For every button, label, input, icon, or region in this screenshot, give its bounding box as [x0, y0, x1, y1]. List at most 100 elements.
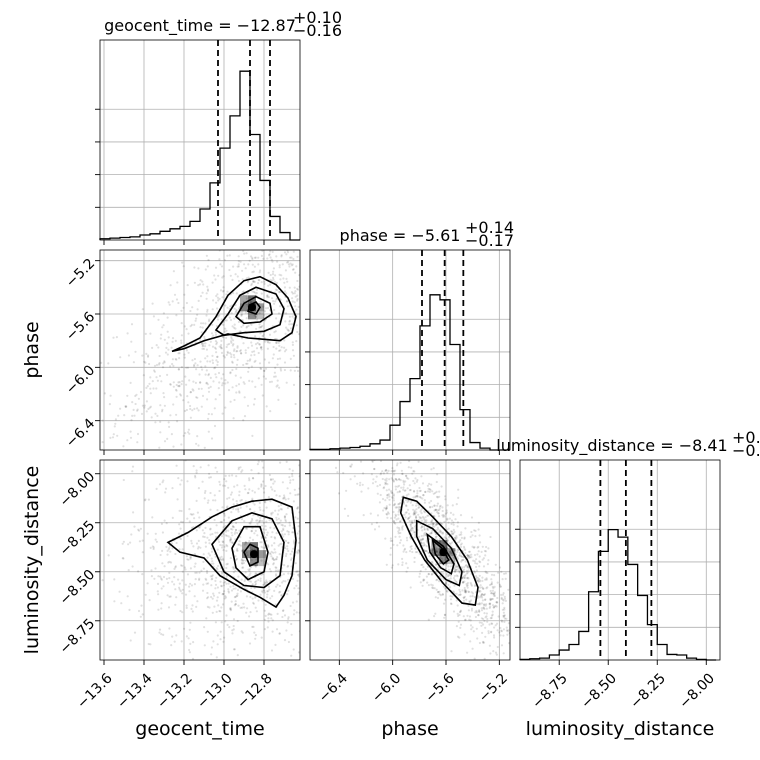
scatter-point: [218, 540, 221, 544]
scatter-point: [254, 564, 257, 567]
scatter-point: [172, 364, 175, 367]
scatter-point: [402, 488, 405, 491]
scatter-point: [441, 593, 444, 596]
scatter-point: [237, 265, 240, 268]
scatter-point: [262, 589, 265, 592]
scatter-point: [382, 487, 385, 490]
scatter-point: [492, 606, 495, 609]
scatter-point: [411, 529, 414, 532]
scatter-point: [392, 473, 396, 476]
scatter-point: [433, 525, 436, 528]
scatter-point: [294, 493, 297, 497]
scatter-point: [163, 404, 166, 407]
scatter-point: [398, 505, 401, 509]
scatter-point: [231, 278, 234, 281]
scatter-point: [218, 609, 221, 613]
scatter-point: [242, 290, 245, 293]
scatter-point: [204, 373, 207, 376]
scatter-point: [218, 489, 221, 493]
scatter-point: [265, 520, 268, 523]
scatter-point: [211, 308, 214, 311]
scatter-point: [381, 470, 384, 473]
scatter-point: [233, 326, 236, 329]
scatter-point: [394, 488, 397, 491]
scatter-point: [485, 571, 488, 574]
scatter-point: [430, 532, 433, 535]
scatter-point: [219, 610, 222, 613]
scatter-point: [189, 582, 192, 585]
scatter-point: [403, 489, 406, 492]
scatter-point: [128, 608, 131, 612]
scatter-point: [287, 578, 290, 581]
scatter-point: [213, 424, 217, 428]
scatter-point: [230, 340, 233, 343]
scatter-point: [271, 557, 274, 561]
scatter-point: [237, 260, 240, 263]
scatter-point: [287, 616, 290, 619]
scatter-point: [464, 590, 467, 593]
scatter-point: [215, 610, 218, 614]
scatter-point: [502, 614, 505, 617]
scatter-point: [277, 341, 280, 344]
scatter-point: [409, 545, 412, 549]
scatter-point: [270, 380, 273, 383]
scatter-point: [152, 387, 155, 390]
scatter-point: [372, 478, 375, 481]
histogram-geocent_time: [99, 70, 300, 241]
scatter-point: [154, 412, 157, 415]
scatter-point: [284, 269, 287, 272]
scatter-point: [454, 568, 457, 571]
scatter-point: [500, 570, 503, 574]
scatter-point: [477, 521, 480, 524]
scatter-point: [380, 472, 383, 475]
scatter-point: [246, 281, 249, 284]
scatter-point: [141, 573, 144, 576]
scatter-point: [251, 519, 254, 522]
scatter-point: [476, 603, 479, 606]
scatter-point: [216, 363, 219, 366]
scatter-point: [434, 596, 437, 599]
scatter-point: [479, 596, 482, 599]
scatter-point: [478, 610, 481, 613]
scatter-point: [261, 460, 264, 463]
scatter-point: [215, 359, 218, 362]
scatter-point: [395, 518, 398, 521]
scatter-point: [168, 577, 171, 580]
scatter-point: [201, 480, 204, 483]
scatter-point: [231, 541, 234, 544]
scatter-point: [407, 477, 410, 480]
scatter-point: [431, 529, 434, 532]
scatter-point: [111, 436, 115, 439]
scatter-point: [286, 261, 289, 264]
scatter-point: [241, 291, 244, 294]
scatter-point: [497, 571, 500, 574]
scatter-point: [146, 582, 149, 585]
scatter-point: [392, 504, 395, 507]
scatter-point: [249, 255, 253, 258]
scatter-point: [172, 381, 175, 384]
scatter-point: [297, 570, 300, 573]
scatter-point: [285, 292, 288, 295]
scatter-point: [436, 578, 439, 581]
scatter-point: [170, 433, 173, 436]
scatter-point: [385, 513, 389, 516]
scatter-point: [286, 621, 289, 624]
scatter-point: [229, 538, 232, 542]
scatter-point: [501, 620, 504, 623]
scatter-point: [409, 586, 412, 589]
scatter-point: [464, 527, 467, 530]
scatter-point: [186, 284, 189, 287]
scatter-point: [437, 515, 441, 518]
scatter-point: [160, 602, 163, 605]
scatter-point: [222, 336, 225, 339]
scatter-point: [383, 486, 386, 489]
scatter-point: [151, 346, 154, 349]
scatter-point: [448, 586, 452, 589]
scatter-point: [177, 532, 181, 535]
scatter-point: [221, 382, 224, 385]
scatter-point: [287, 329, 290, 332]
scatter-point: [271, 630, 274, 633]
scatter-point: [277, 398, 280, 401]
scatter-point: [370, 523, 373, 526]
scatter-point: [222, 640, 225, 643]
